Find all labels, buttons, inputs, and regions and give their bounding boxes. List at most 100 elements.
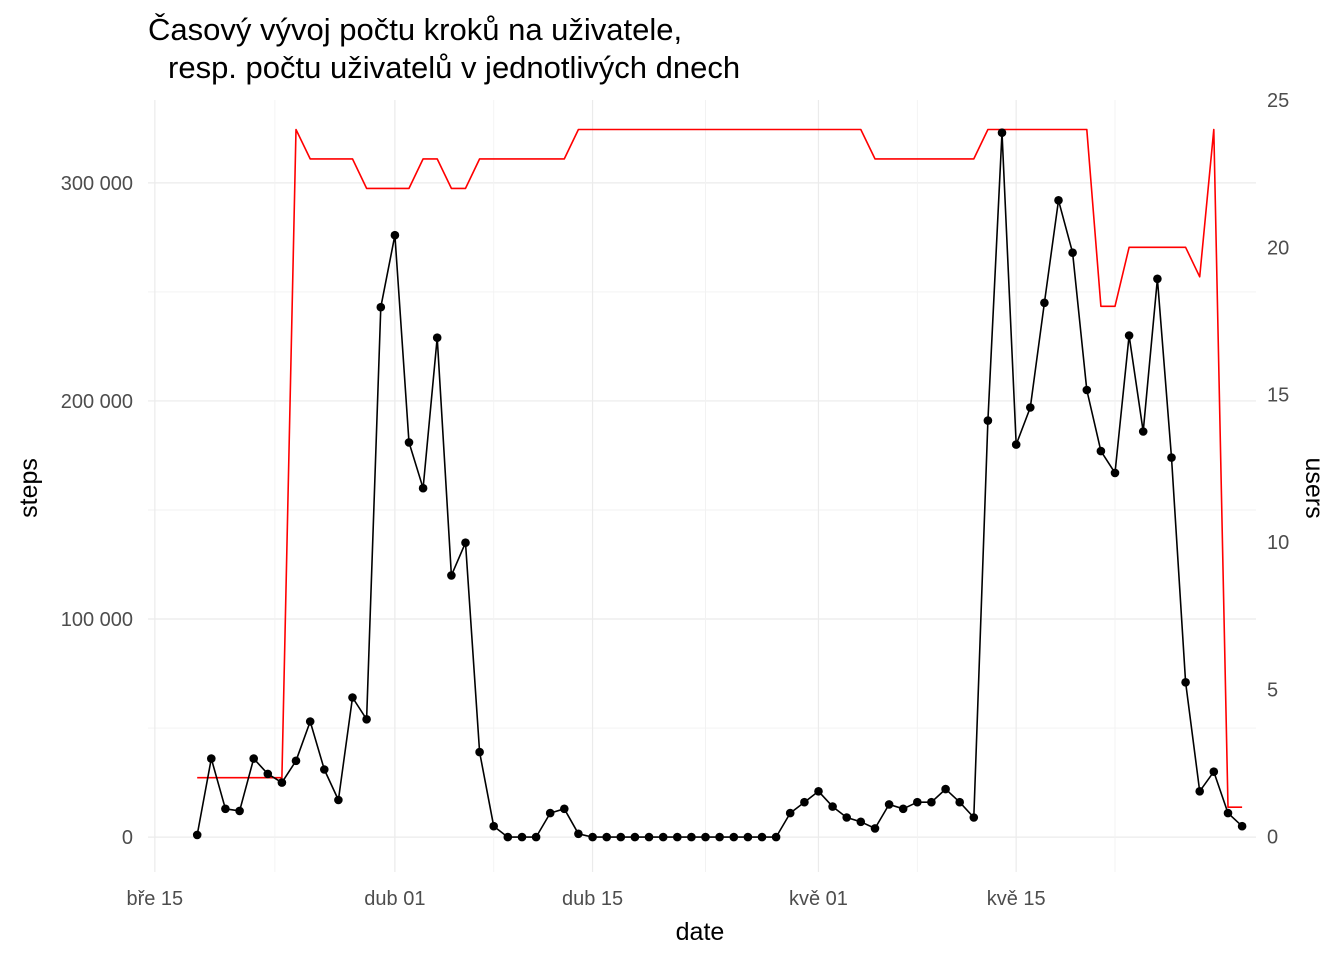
steps-point [1082,385,1092,395]
steps-point [489,821,499,831]
x-tick-label: dub 15 [562,888,623,910]
steps-point [757,832,767,842]
steps-point [1237,821,1247,831]
steps-point [390,230,400,240]
steps-point [630,832,640,842]
steps-point [743,832,753,842]
steps-point [1223,808,1233,818]
y2-tick-label: 10 [1267,532,1289,554]
steps-point [221,804,230,814]
steps-point [291,756,301,766]
steps-point [305,717,315,726]
steps-point [856,817,866,827]
x-tick-label: dub 01 [364,888,425,910]
steps-point [983,416,993,425]
steps-point [715,832,724,842]
x-tick-label: kvě 01 [789,888,848,910]
steps-point [1167,453,1176,462]
steps-point [404,438,414,447]
steps-point [955,797,964,807]
steps-point [658,832,668,842]
steps-point [1026,403,1035,412]
steps-point [475,747,484,757]
steps-point [1011,440,1021,449]
steps-point [320,765,329,774]
steps-point [673,832,682,842]
y2-tick-label: 5 [1267,679,1278,701]
steps-point [842,813,851,822]
x-axis-title: date [676,918,725,946]
steps-point [249,754,258,763]
steps-point [1181,678,1190,687]
steps-point [1209,767,1219,776]
series-line-steps [196,131,1243,838]
steps-point [785,808,795,818]
y-tick-label: 200 000 [61,391,133,413]
steps-point [545,808,555,818]
steps-point [927,797,936,807]
steps-point [418,483,428,493]
steps-point [884,800,894,809]
steps-point [235,806,244,816]
chart-title: Časový vývoj počtu kroků na uživatele, [148,12,682,47]
steps-point [277,778,287,787]
steps-point [1110,468,1120,478]
steps-point [644,832,654,842]
steps-point [602,832,611,842]
x-tick-label: kvě 15 [987,888,1046,910]
steps-point [969,813,979,822]
steps-point [1124,331,1134,340]
steps-point [207,754,216,763]
y-tick-label: 0 [122,827,133,849]
steps-point [898,804,908,814]
steps-point [1153,274,1162,284]
steps-point [828,802,837,811]
steps-point [517,832,527,842]
series-line-users [197,128,1243,809]
steps-point [997,128,1007,137]
steps-point [192,830,202,840]
steps-point [913,797,922,807]
steps-point [334,795,343,805]
steps-point [362,715,371,724]
steps-point [1096,446,1106,456]
y2-tick-label: 25 [1267,90,1289,112]
steps-point [503,832,513,842]
steps-point [376,302,386,312]
y2-axis-title: users [1300,457,1328,518]
steps-point [1054,196,1063,205]
steps-point [447,571,456,580]
steps-point [870,824,880,833]
steps-point [461,538,470,547]
steps-point [1195,787,1204,796]
steps-point [432,333,442,343]
steps-point [701,832,710,842]
steps-point [814,787,823,796]
grid-lines [148,100,1256,872]
steps-point [687,832,696,842]
series-layer [192,128,1247,842]
steps-point [941,784,950,794]
steps-point [1068,248,1077,257]
y2-tick-label: 20 [1267,237,1289,259]
y-tick-label: 300 000 [61,173,133,195]
steps-point [531,832,541,842]
steps-point [574,829,583,839]
steps-point [263,769,273,779]
steps-point [771,832,781,842]
y-axis-title: steps [15,458,43,518]
y-tick-label: 100 000 [61,609,133,631]
steps-point [1138,427,1148,436]
tick-labels: 0 100 000 200 000 300 000 0 5 10 15 20 25 bře 15 du… [61,90,1290,910]
y2-tick-label: 15 [1267,385,1289,407]
steps-point [1040,298,1049,308]
steps-point [800,797,809,807]
steps-point [348,693,357,702]
steps-point [560,804,569,814]
x-tick-label: bře 15 [126,888,183,910]
steps-point [729,832,739,842]
steps-point [588,832,597,842]
y2-tick-label: 0 [1267,827,1278,849]
chart-subtitle: resp. počtu uživatelů v jednotlivých dne… [168,50,740,85]
